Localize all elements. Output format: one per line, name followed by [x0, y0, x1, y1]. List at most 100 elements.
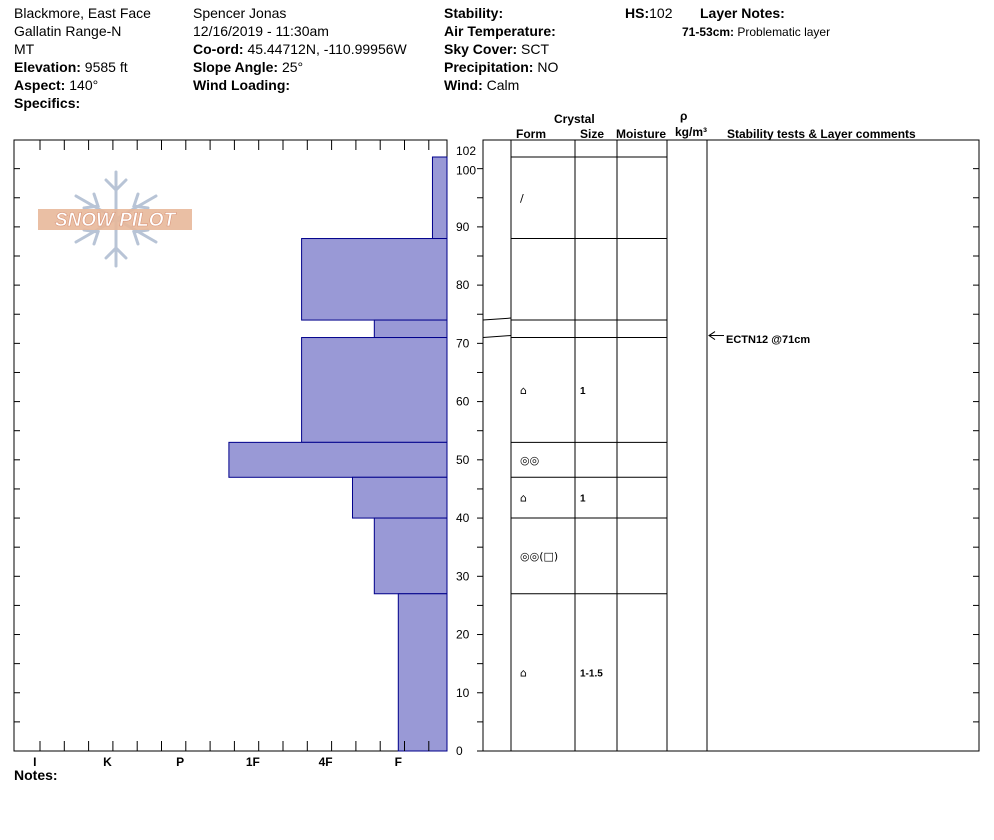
crystal-header: Crystal — [554, 112, 595, 126]
hardness-tick-label: P — [176, 755, 184, 769]
depth-tick-label: 70 — [456, 336, 470, 350]
stability: Stability: — [444, 4, 503, 22]
stability-label: Stability: — [444, 5, 504, 21]
hs: HS:102 — [625, 4, 672, 22]
depth-tick-label: 0 — [456, 744, 463, 758]
precipitation: Precipitation: NO — [444, 58, 558, 76]
crystal-form: / — [520, 192, 524, 205]
crystal-table-values: / ⌂ 1 ◎◎ ⌂ 1 ◎◎(□) ⌂ 1-1.5 — [520, 192, 603, 680]
observer: Spencer Jonas — [193, 5, 287, 21]
crystal-size: 1 — [580, 494, 586, 505]
hardness-tick-label: K — [103, 755, 112, 769]
coord-value: 45.44712N, -110.99956W — [247, 41, 407, 57]
size-header: Size — [580, 127, 605, 141]
rho-header: ρ — [680, 109, 688, 123]
crystal-form: ⌂ — [520, 384, 527, 397]
hardness-tick-label: 4F — [319, 755, 333, 769]
logo-band — [38, 209, 192, 230]
layer-note-text: Problematic layer — [737, 25, 831, 39]
logo-text: SNOW PILOT — [55, 210, 177, 231]
wind-value: Calm — [486, 77, 520, 93]
crystal-size: 1 — [580, 386, 586, 397]
hardness-bar — [351, 476, 448, 519]
notes-label: Notes: — [14, 767, 58, 783]
air-temperature: Air Temperature: — [444, 22, 556, 40]
slope-label: Slope Angle: — [193, 59, 279, 75]
sky-cover: Sky Cover: SCT — [444, 40, 549, 58]
layer-notes: Layer Notes: — [700, 4, 785, 22]
wind-loading: Wind Loading: — [193, 76, 290, 94]
moisture-header: Moisture — [616, 127, 667, 141]
test-result: ECTN12 @71cm — [726, 334, 811, 346]
stability-header: Stability tests & Layer comments — [727, 127, 916, 141]
hardness-bar — [301, 238, 448, 321]
elevation: Elevation: 9585 ft — [14, 58, 128, 76]
coord: Co-ord: 45.44712N, -110.99956W — [193, 40, 407, 58]
crystal-form: ◎◎ — [520, 454, 539, 467]
coord-label: Co-ord: — [193, 41, 244, 57]
depth-axis: 0 10 20 30 40 50 60 70 80 90 100 102 — [14, 144, 979, 758]
layer-connector — [482, 335, 512, 339]
slope-value: 25° — [281, 59, 304, 75]
air-temp-label: Air Temperature: — [444, 23, 556, 39]
hardness-bar — [301, 337, 448, 443]
depth-tick-label: 30 — [456, 569, 470, 583]
depth-tick-label: 102 — [456, 144, 476, 158]
snowpilot-logo: SNOW PILOT — [38, 170, 192, 268]
hardness-bar — [431, 156, 448, 240]
hardness-ticks — [39, 140, 430, 751]
layer-connector — [482, 317, 512, 321]
depth-tick-label: 50 — [456, 453, 470, 467]
elevation-label: Elevation: — [14, 59, 81, 75]
form-header: Form — [516, 127, 546, 141]
depth-tick-label: 20 — [456, 628, 470, 642]
depth-tick-label: 60 — [456, 395, 470, 409]
state: MT — [14, 41, 35, 57]
density-unit-header: kg/m³ — [675, 125, 708, 139]
depth-tick-label: 10 — [456, 686, 470, 700]
layer-notes-label: Layer Notes: — [700, 5, 785, 21]
specifics-label: Specifics: — [14, 95, 81, 111]
hardness-bar — [397, 593, 448, 752]
hs-label: HS: — [625, 5, 650, 21]
depth-tick-label: 100 — [456, 164, 476, 178]
crystal-table-frame — [482, 139, 980, 752]
hardness-tick-label: 1F — [246, 755, 260, 769]
sky-value: SCT — [521, 41, 550, 57]
notes: Notes: — [14, 766, 58, 784]
aspect: Aspect: 140° — [14, 76, 98, 94]
hardness-axis-labels: I K P 1F 4F F — [33, 755, 402, 769]
crystal-form: ⌂ — [520, 666, 527, 679]
depth-tick-label: 90 — [456, 220, 470, 234]
hs-value: 102 — [649, 5, 673, 21]
arrow-head — [708, 331, 716, 340]
hardness-tick-label: F — [395, 755, 402, 769]
layer-note-range: 71-53cm: — [682, 25, 735, 39]
crystal-form: ◎◎(□) — [520, 550, 558, 563]
slope-angle: Slope Angle: 25° — [193, 58, 303, 76]
depth-tick-label: 80 — [456, 278, 470, 292]
precip-label: Precipitation: — [444, 59, 534, 75]
aspect-value: 140° — [69, 77, 99, 93]
layer-note: 71-53cm: Problematic layer — [682, 23, 830, 41]
test-result-arrow — [708, 331, 724, 340]
wind-loading-label: Wind Loading: — [193, 77, 291, 93]
hardness-tick-label: I — [33, 755, 36, 769]
hardness-bar — [228, 441, 448, 478]
range: Gallatin Range-N — [14, 23, 122, 39]
crystal-form: ⌂ — [520, 492, 527, 505]
hardness-bar — [373, 319, 448, 339]
specifics: Specifics: — [14, 94, 80, 112]
aspect-label: Aspect: — [14, 77, 66, 93]
elevation-value: 9585 ft — [84, 59, 128, 75]
sky-label: Sky Cover: — [444, 41, 518, 57]
wind-label: Wind: — [444, 77, 483, 93]
hardness-bars — [228, 156, 448, 752]
wind: Wind: Calm — [444, 76, 519, 94]
precip-value: NO — [537, 59, 559, 75]
depth-tick-label: 40 — [456, 511, 470, 525]
datetime: 12/16/2019 - 11:30am — [193, 23, 329, 39]
location: Blackmore, East Face — [14, 5, 151, 21]
hardness-bar — [373, 517, 448, 595]
